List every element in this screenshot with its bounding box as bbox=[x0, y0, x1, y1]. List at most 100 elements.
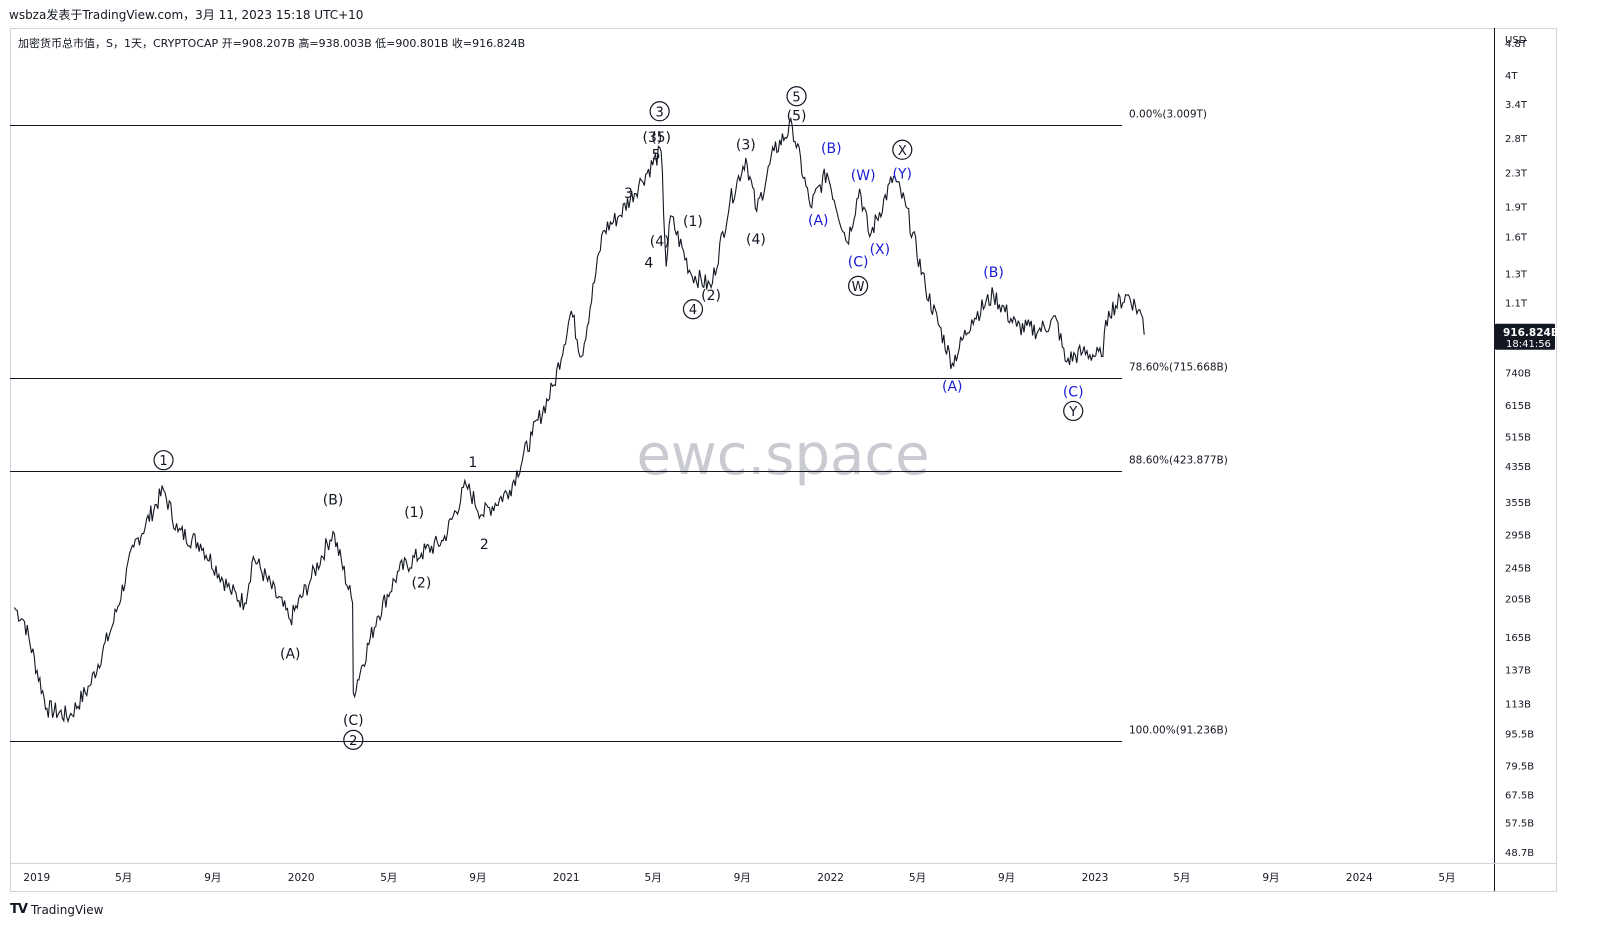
x-tick-label: 2019 bbox=[23, 872, 50, 884]
y-tick-label: 1.1T bbox=[1505, 299, 1528, 310]
wave-label-circle bbox=[153, 450, 174, 471]
wave-label[interactable]: 2 bbox=[480, 537, 489, 553]
x-tick-label: 9月 bbox=[998, 872, 1015, 884]
y-tick-label: 2.8T bbox=[1505, 134, 1528, 145]
wave-label[interactable]: W bbox=[852, 280, 865, 295]
wave-label[interactable]: 1 bbox=[159, 454, 167, 469]
y-tick-label: 67.5B bbox=[1505, 790, 1534, 801]
y-tick-label: 355B bbox=[1505, 498, 1531, 509]
wave-label[interactable]: (B) bbox=[983, 265, 1004, 281]
wave-label-circle bbox=[786, 86, 807, 107]
x-tick-label: 9月 bbox=[1262, 872, 1279, 884]
x-tick-label: 5月 bbox=[1438, 872, 1455, 884]
y-tick-label: 295B bbox=[1505, 531, 1531, 542]
wave-label[interactable]: (B) bbox=[323, 492, 344, 508]
y-tick-label: 95.5B bbox=[1505, 729, 1534, 740]
x-tick-label: 5月 bbox=[115, 872, 132, 884]
y-tick-label: 1.3T bbox=[1505, 269, 1528, 280]
wave-label[interactable]: (A) bbox=[942, 379, 963, 395]
y-tick-label: 48.7B bbox=[1505, 848, 1534, 859]
y-tick-label: 4.8T bbox=[1505, 39, 1528, 50]
x-tick-label: 5月 bbox=[380, 872, 397, 884]
wave-label[interactable]: 1 bbox=[468, 455, 477, 471]
y-tick-label: 515B bbox=[1505, 432, 1531, 443]
x-tick-label: 5月 bbox=[909, 872, 926, 884]
wave-label[interactable]: (2) bbox=[701, 288, 721, 304]
bar-countdown: 18:41:56 bbox=[1506, 339, 1551, 350]
y-tick-label: 1.9T bbox=[1505, 202, 1528, 213]
wave-label[interactable]: (2) bbox=[411, 575, 431, 591]
wave-label[interactable]: X bbox=[898, 144, 907, 159]
x-tick-label: 5月 bbox=[1173, 872, 1190, 884]
tradingview-brand[interactable]: TradingView bbox=[30, 902, 104, 917]
x-tick-label: 9月 bbox=[204, 872, 221, 884]
footer: TV TradingView bbox=[10, 902, 103, 917]
wave-label[interactable]: (4) bbox=[650, 234, 670, 250]
x-tick-label: 9月 bbox=[734, 872, 751, 884]
symbol-legend: 加密货币总市值，S，1天，CRYPTOCAP 开=908.207B 高=938.… bbox=[18, 37, 526, 50]
wave-label[interactable]: 5 bbox=[792, 90, 800, 105]
x-tick-label: 9月 bbox=[469, 872, 486, 884]
wave-label[interactable]: (3) bbox=[736, 137, 756, 153]
wave-label-circle bbox=[1063, 400, 1084, 422]
y-tick-label: 205B bbox=[1505, 595, 1531, 606]
wave-label[interactable]: (B) bbox=[821, 141, 842, 157]
wave-label[interactable]: 4 bbox=[689, 303, 697, 318]
fib-level-label: 100.00%(91.236B) bbox=[1129, 725, 1228, 737]
x-tick-label: 5月 bbox=[645, 872, 662, 884]
wave-label[interactable]: (W) bbox=[851, 168, 876, 184]
wave-label[interactable]: Y bbox=[1068, 405, 1077, 420]
wave-label[interactable]: (4) bbox=[746, 232, 766, 248]
y-tick-label: 435B bbox=[1505, 462, 1531, 473]
wave-label-circle bbox=[649, 101, 670, 122]
x-tick-label: 2024 bbox=[1346, 872, 1373, 884]
fib-level-label: 88.60%(423.877B) bbox=[1129, 455, 1228, 467]
wave-label[interactable]: (C) bbox=[1063, 384, 1084, 400]
wave-label[interactable]: 3 bbox=[656, 105, 664, 120]
x-tick-label: 2023 bbox=[1082, 872, 1109, 884]
wave-label[interactable]: (5) bbox=[787, 109, 807, 125]
last-price-badge[interactable] bbox=[1495, 323, 1555, 350]
wave-label-circle bbox=[892, 139, 913, 160]
wave-label[interactable]: (3) bbox=[642, 130, 662, 146]
wave-label[interactable]: (C) bbox=[848, 254, 869, 270]
wave-label[interactable]: (C) bbox=[343, 713, 364, 729]
y-tick-label: 3.4T bbox=[1505, 100, 1528, 111]
watermark-text: ewc.space bbox=[636, 423, 929, 488]
wave-label-circle bbox=[848, 275, 869, 296]
wave-label[interactable]: (A) bbox=[808, 213, 829, 229]
wave-label-circle bbox=[343, 729, 364, 750]
y-tick-label: 165B bbox=[1505, 633, 1531, 644]
currency-label: USD bbox=[1505, 35, 1527, 46]
y-tick-label: 245B bbox=[1505, 563, 1531, 574]
y-tick-label: 615B bbox=[1505, 401, 1531, 412]
y-tick-label: 57.5B bbox=[1505, 819, 1534, 830]
x-tick-label: 2022 bbox=[817, 872, 844, 884]
wave-label[interactable]: (5) bbox=[651, 130, 671, 146]
publish-info: wsbza发表于TradingView.com，3月 11, 2023 15:1… bbox=[9, 8, 364, 22]
wave-label[interactable]: (A) bbox=[280, 647, 301, 663]
wave-label-circle bbox=[682, 299, 704, 320]
price-series-line[interactable] bbox=[13, 117, 1145, 724]
wave-label[interactable]: 3 bbox=[624, 186, 633, 202]
y-tick-label: 2.3T bbox=[1505, 169, 1528, 180]
wave-label[interactable]: (Y) bbox=[893, 166, 912, 182]
y-tick-label: 1.6T bbox=[1505, 233, 1528, 244]
wave-label[interactable]: (1) bbox=[404, 505, 424, 521]
fib-level-label: 0.00%(3.009T) bbox=[1129, 109, 1207, 121]
wave-label[interactable]: 5 bbox=[652, 148, 661, 164]
wave-label[interactable]: 2 bbox=[349, 734, 357, 749]
wave-label[interactable]: 4 bbox=[644, 256, 653, 272]
last-price-value: 916.824B bbox=[1503, 327, 1559, 339]
wave-label[interactable]: (X) bbox=[870, 242, 891, 258]
tradingview-logo[interactable]: TV bbox=[10, 902, 28, 917]
x-tick-label: 2020 bbox=[288, 872, 315, 884]
y-tick-label: 113B bbox=[1505, 700, 1531, 711]
y-tick-label: 4T bbox=[1505, 71, 1518, 82]
x-tick-label: 2021 bbox=[553, 872, 580, 884]
y-tick-label: 137B bbox=[1505, 666, 1531, 677]
chart-frame bbox=[10, 28, 1557, 892]
fib-level-label: 78.60%(715.668B) bbox=[1129, 362, 1228, 374]
wave-label[interactable]: (1) bbox=[683, 214, 703, 230]
